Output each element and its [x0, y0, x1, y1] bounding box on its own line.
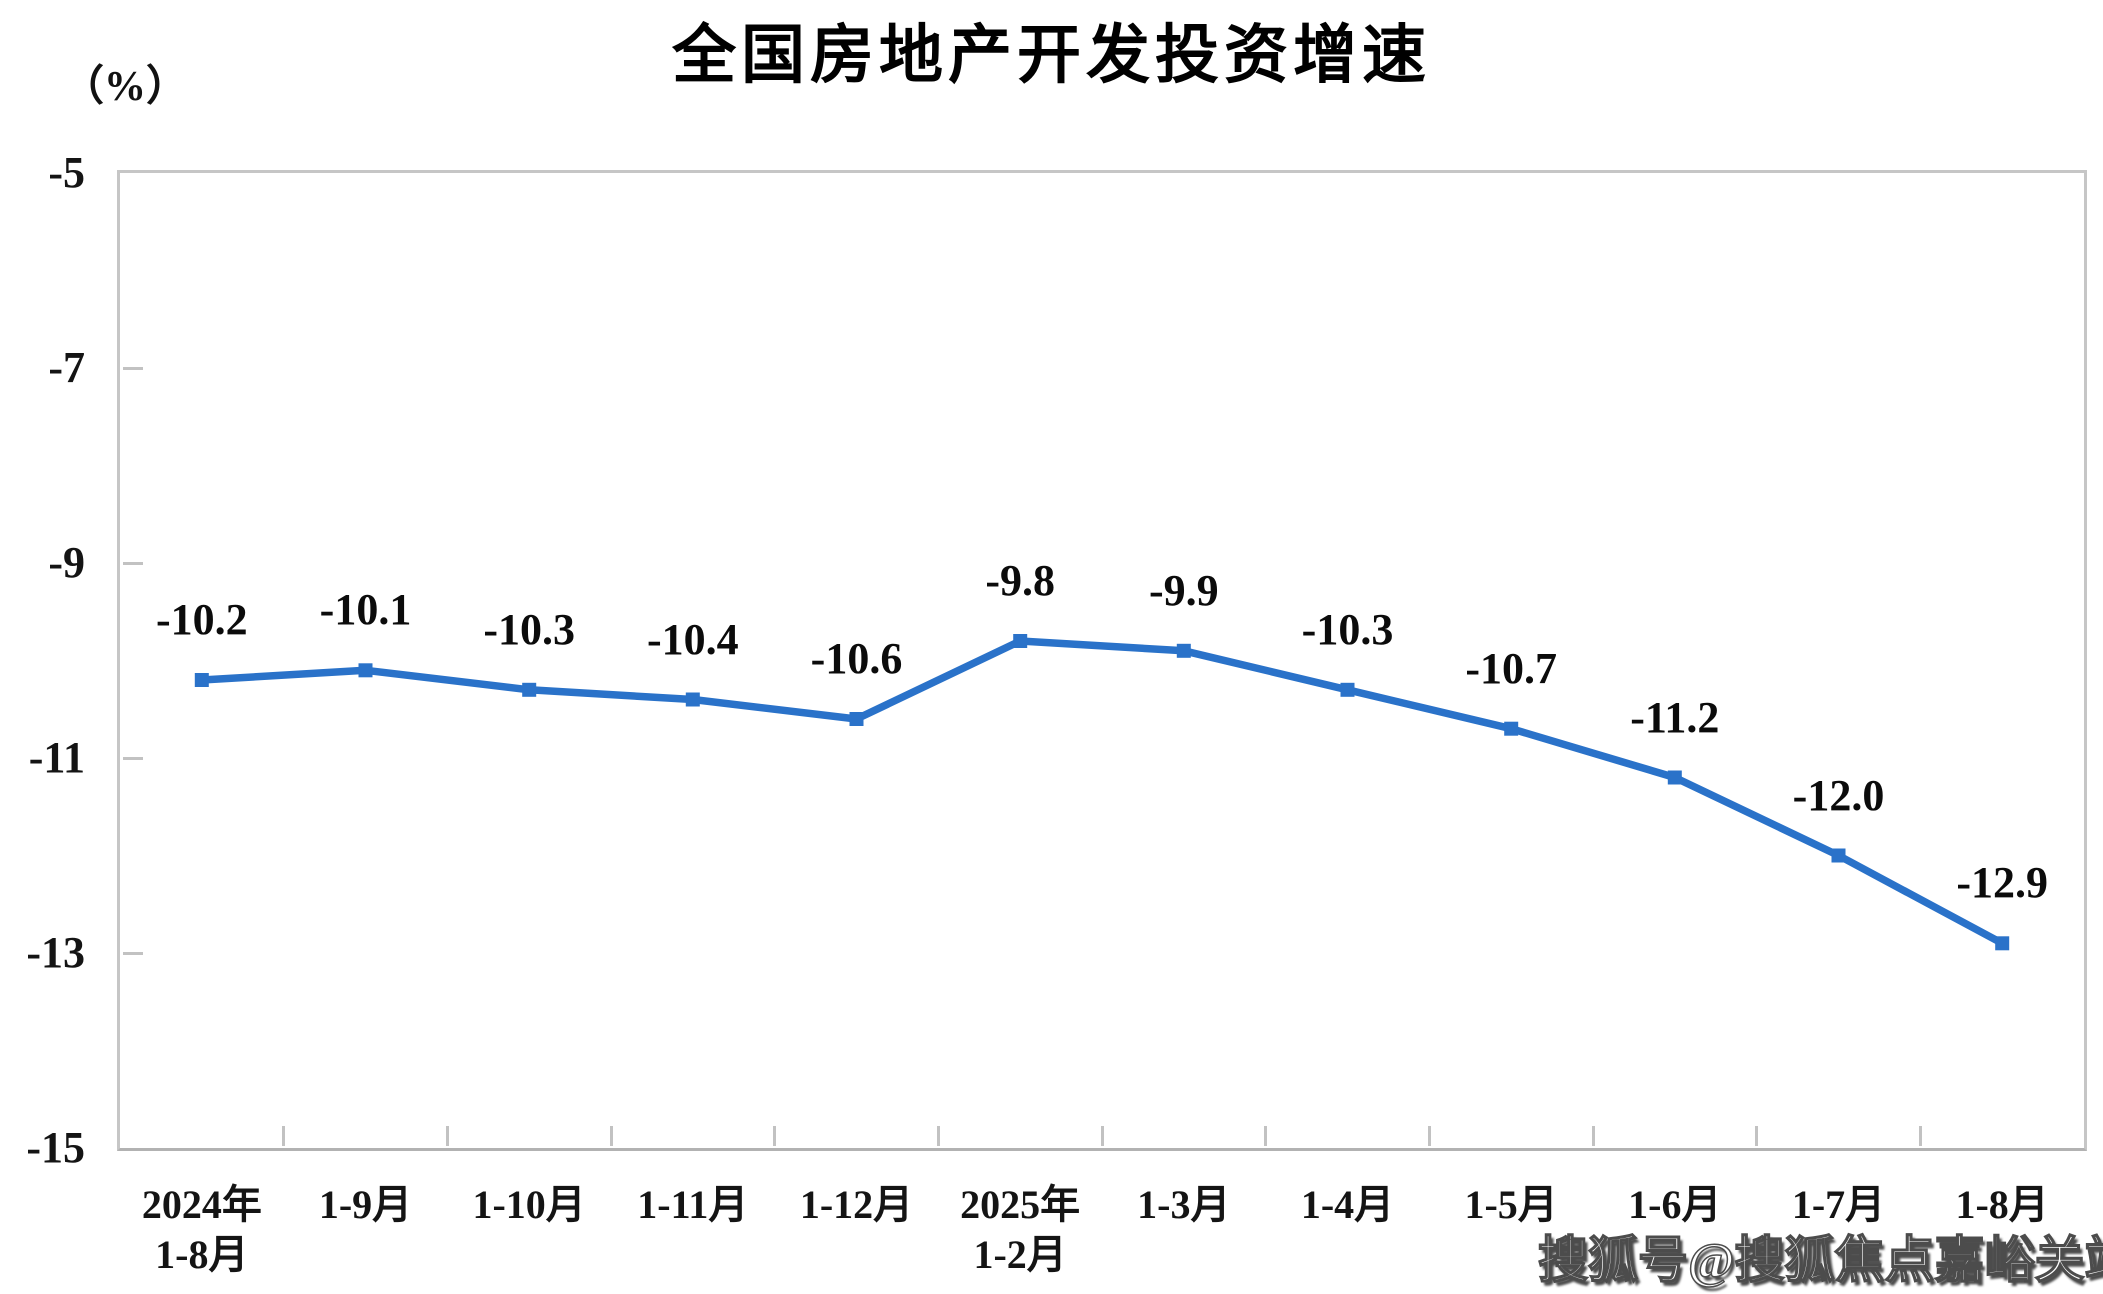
x-axis-tick-line: 1-2月 [973, 1232, 1067, 1277]
x-axis-tick-mark [282, 1126, 286, 1146]
x-axis-tick-line: 1-5月 [1464, 1182, 1558, 1227]
x-axis-tick-mark [1100, 1126, 1104, 1146]
data-point-label: -10.1 [319, 585, 412, 635]
y-axis-tick-mark [123, 367, 143, 370]
watermark: 搜狐号@搜狐焦点嘉峪关站 [1537, 1231, 2103, 1289]
x-axis-tick-line: 2025年 [960, 1182, 1081, 1227]
data-point-label: -11.2 [1630, 692, 1720, 742]
y-axis-tick-label: -5 [48, 148, 85, 197]
x-axis-tick-label: 2024年 1-8月 [82, 1180, 322, 1280]
x-axis-tick-mark [936, 1126, 940, 1146]
x-axis-tick-label: 1-10月 [409, 1180, 649, 1230]
series-line [198, 637, 2006, 948]
x-axis-tick-mark [1918, 1126, 1922, 1146]
chart-title: 全国房地产开发投资增速 [672, 19, 1431, 91]
y-axis-tick-mark [123, 757, 143, 760]
x-axis-tick-line: 1-3月 [1137, 1182, 1231, 1227]
x-axis-tick-mark [1427, 1126, 1431, 1146]
x-axis-tick-label: 1-6月 [1555, 1180, 1795, 1230]
data-point-label: -12.9 [1956, 858, 2048, 908]
x-axis-tick-label: 1-8月 [1882, 1180, 2103, 1230]
x-axis-tick-line: 1-8月 [155, 1232, 249, 1277]
y-axis-tick-label: -13 [26, 928, 85, 977]
x-axis-tick-line: 1-4月 [1300, 1182, 1395, 1227]
x-axis-tick-label: 1-7月 [1719, 1180, 1959, 1230]
data-point-marker [1995, 936, 2010, 951]
data-point-marker [685, 692, 700, 707]
y-axis-unit-label: （%） [62, 64, 189, 110]
x-axis-tick-line: 2024年 [141, 1182, 262, 1227]
data-point-marker [1013, 634, 1028, 648]
y-axis-tick-label: -9 [48, 538, 85, 587]
data-point-marker [194, 673, 209, 687]
y-axis-tick-mark [123, 952, 143, 955]
data-point-marker [1667, 770, 1682, 785]
data-point-label: -9.9 [1149, 565, 1219, 615]
data-point-label: -9.8 [985, 556, 1055, 605]
x-axis-tick-mark [1591, 1126, 1595, 1146]
data-point-label: -10.3 [1301, 604, 1394, 654]
data-point-label: -10.7 [1465, 643, 1557, 693]
y-axis-tick-label: -11 [28, 733, 85, 782]
x-axis-tick-mark [445, 1126, 449, 1146]
x-axis-tick-line: 1-9月 [318, 1182, 413, 1227]
x-axis-tick-mark [1264, 1126, 1268, 1146]
data-point-marker [849, 712, 864, 726]
y-axis-tick-label: -7 [48, 343, 85, 392]
x-axis-tick-line: 1-7月 [1791, 1182, 1886, 1227]
x-axis-tick-label: 1-12月 [737, 1180, 977, 1230]
data-point-label: -10.3 [483, 604, 575, 654]
data-point-label: -12.0 [1792, 770, 1885, 820]
x-axis-tick-label: 1-11月 [573, 1180, 813, 1230]
y-axis-tick-label: -15 [26, 1123, 85, 1172]
x-axis-tick-label: 2025年 1-2月 [900, 1180, 1140, 1280]
data-point-marker [1340, 682, 1355, 697]
x-axis-tick-mark [609, 1126, 613, 1146]
plot-area [117, 170, 2087, 1151]
x-axis-tick-line: 1-8月 [1955, 1182, 2049, 1227]
x-axis-tick-line: 1-6月 [1628, 1182, 1722, 1227]
data-point-marker [522, 682, 537, 697]
x-axis-tick-label: 1-3月 [1064, 1180, 1304, 1230]
x-axis-tick-line: 1-11月 [637, 1182, 749, 1227]
y-axis-tick-mark [123, 562, 143, 565]
x-axis-tick-label: 1-5月 [1391, 1180, 1631, 1230]
data-point-marker [1504, 721, 1519, 736]
x-axis-tick-mark [1755, 1126, 1759, 1146]
x-axis-tick-label: 1-4月 [1228, 1180, 1468, 1230]
data-point-marker [358, 663, 373, 678]
x-axis-tick-line: 1-10月 [472, 1182, 586, 1227]
x-axis-tick-mark [773, 1126, 777, 1146]
data-point-marker [1176, 643, 1191, 658]
data-point-marker [1831, 848, 1846, 863]
data-point-label: -10.6 [810, 634, 903, 683]
data-point-label: -10.4 [647, 614, 739, 664]
x-axis-tick-label: 1-9月 [246, 1180, 486, 1230]
data-point-label: -10.2 [156, 595, 248, 644]
x-axis-tick-line: 1-12月 [799, 1182, 914, 1227]
